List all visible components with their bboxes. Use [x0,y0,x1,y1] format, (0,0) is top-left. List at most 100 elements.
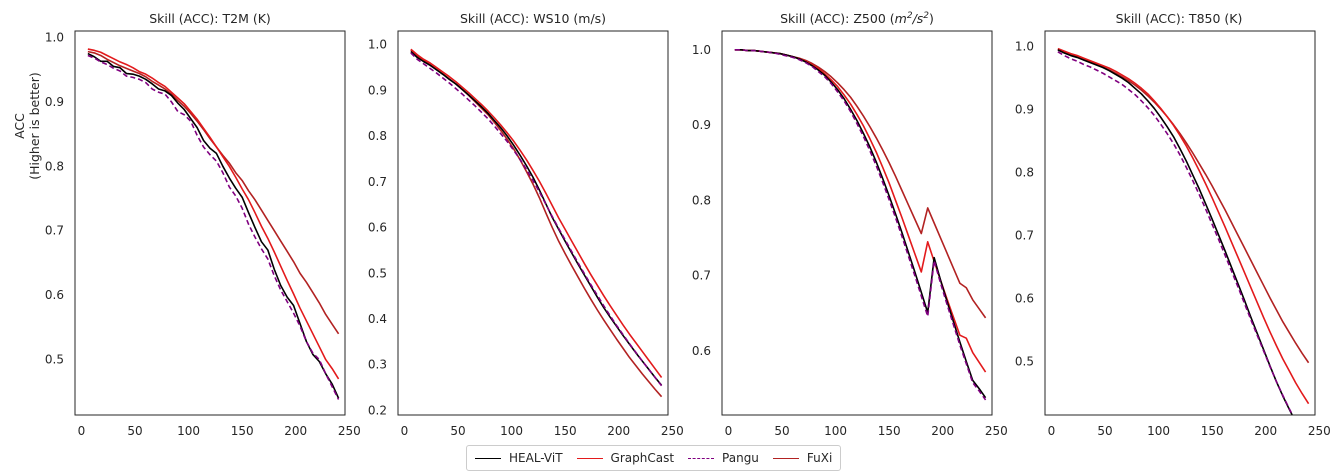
axes-frame-4 [1044,30,1316,416]
series-line-heal-vit-panel-2 [410,50,663,386]
x-tick-label: 200 [1254,424,1277,438]
z500-sup-1: 2 [906,11,913,21]
axes-frame-3 [721,30,993,416]
series-line-graphcast-panel-3 [734,49,987,373]
y-tick-label: 0.6 [692,344,711,358]
series-line-pangu-panel-4 [1057,51,1294,415]
x-tick-label: 250 [1308,424,1331,438]
x-tick-label: 200 [607,424,630,438]
legend: HEAL-ViT GraphCast Pangu FuXi [466,445,842,471]
x-tick-label: 50 [774,424,789,438]
z500-unit-s: /s [912,11,924,27]
panel-titles: Skill (ACC): T2M (K) Skill (ACC): WS10 (… [0,0,1334,30]
series-line-pangu-panel-3 [734,49,987,401]
series-line-heal-vit-panel-3 [734,49,987,399]
x-tick-label: 0 [1048,424,1056,438]
x-tick-label: 150 [1201,424,1224,438]
x-tick-label: 150 [231,424,254,438]
x-tick-label: 0 [725,424,733,438]
x-tick-label: 0 [401,424,409,438]
series-line-graphcast-panel-4 [1057,47,1310,405]
series-line-fuxi-panel-3 [734,49,987,319]
y-tick-label: 1.0 [1015,40,1034,54]
x-tick-label: 100 [500,424,523,438]
z500-title-prefix: Skill (ACC): Z500 ( [780,11,895,27]
x-tick-label: 0 [78,424,86,438]
x-tick-label: 100 [1147,424,1170,438]
z500-title-suffix: ) [929,11,934,27]
y-tick-label: 0.9 [368,83,387,97]
y-axis-label-line1: ACC [12,113,27,139]
z500-sup-2: 2 [923,11,930,21]
legend-label-pangu: Pangu [722,451,759,465]
x-tick-label: 150 [554,424,577,438]
x-tick-label: 200 [931,424,954,438]
y-tick-label: 0.6 [368,221,387,235]
legend-swatch-fuxi [772,457,799,459]
legend-swatch-pangu [688,457,715,459]
legend-item-pangu: Pangu [688,451,759,465]
legend-swatch-graphcast [576,457,603,459]
y-tick-label: 0.6 [1015,292,1034,306]
panel-title-ws10: Skill (ACC): WS10 (m/s) [459,11,607,26]
y-tick-label: 0.5 [45,353,64,367]
chart-panel-3: 0 50 100 150 200 250 0.6 0.7 0.8 0.9 1.0 [692,30,1008,438]
z500-unit-m: m [894,11,907,27]
y-tick-label: 0.6 [45,288,64,302]
chart-panel-1: 0 50 100 150 200 250 0.5 0.6 0.7 0.8 0.9 1.0 [45,30,361,438]
series-line-pangu-panel-1 [87,54,340,400]
x-tick-label: 200 [284,424,307,438]
y-axis-label: ACC (Higher is better) [12,26,42,226]
y-tick-label: 1.0 [368,38,387,52]
y-tick-label: 0.8 [45,159,64,173]
panel-title-t2m: Skill (ACC): T2M (K) [149,11,271,26]
y-tick-label: 0.9 [45,95,64,109]
axes-frame-2 [397,30,669,416]
series-line-heal-vit-panel-4 [1057,49,1294,415]
series-line-heal-vit-panel-1 [87,52,340,399]
series-line-fuxi-panel-1 [87,50,340,335]
x-tick-label: 250 [661,424,684,438]
legend-label-fuxi: FuXi [806,451,833,465]
panel-title-z500: Skill (ACC): Z500 (m2/s2) [722,11,992,26]
x-tick-label: 50 [127,424,142,438]
legend-swatch-heal-vit [475,457,501,459]
y-tick-label: 0.7 [1015,229,1034,243]
x-tick-label: 50 [1097,424,1112,438]
y-tick-label: 0.9 [1015,103,1034,117]
y-tick-label: 0.7 [692,269,711,283]
x-tick-label: 100 [177,424,200,438]
legend-item-fuxi: FuXi [772,451,833,465]
legend-label-heal-vit: HEAL-ViT [509,451,563,465]
series-line-graphcast-panel-1 [87,48,340,380]
y-tick-label: 0.7 [368,175,387,189]
series-line-pangu-panel-2 [410,52,663,387]
panel-title-t850: Skill (ACC): T850 (K) [1115,11,1243,26]
axes-frame-1 [74,30,346,416]
series-line-graphcast-panel-2 [410,48,663,378]
y-axis-label-line2: (Higher is better) [27,72,42,180]
x-tick-label: 250 [985,424,1008,438]
y-tick-label: 1.0 [692,43,711,57]
y-tick-label: 1.0 [45,30,64,44]
y-tick-label: 0.5 [1015,354,1034,368]
y-tick-label: 0.4 [368,312,387,326]
y-tick-label: 0.8 [368,129,387,143]
chart-panel-4: 0 50 100 150 200 250 0.5 0.6 0.7 0.8 0.9 1.0 [1015,30,1331,438]
chart-panel-2: 0 50 100 150 200 250 0.2 0.3 0.4 0.5 0.6 0.7 0.8 0.9 1… [368,30,684,438]
y-tick-label: 0.8 [1015,166,1034,180]
x-tick-label: 100 [824,424,847,438]
y-tick-label: 0.3 [368,358,387,372]
series-line-fuxi-panel-2 [410,49,663,398]
legend-label-graphcast: GraphCast [610,451,675,465]
y-tick-label: 0.9 [692,118,711,132]
x-tick-label: 250 [338,424,361,438]
x-tick-label: 150 [878,424,901,438]
legend-item-heal-vit: HEAL-ViT [475,451,563,465]
x-tick-label: 50 [450,424,465,438]
series-line-fuxi-panel-4 [1057,48,1310,364]
y-tick-label: 0.7 [45,224,64,238]
legend-item-graphcast: GraphCast [576,451,675,465]
y-tick-label: 0.2 [368,403,387,417]
